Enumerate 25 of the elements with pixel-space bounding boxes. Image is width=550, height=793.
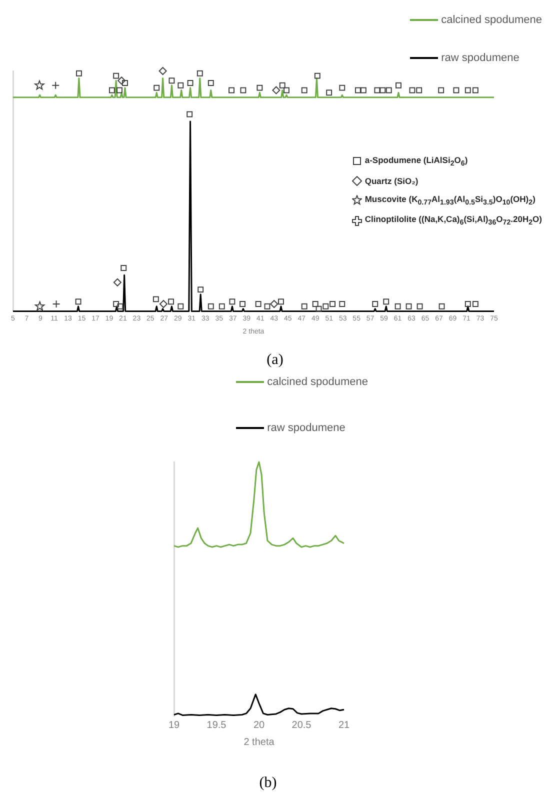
x-tick-label: 21: [338, 720, 350, 731]
legend-label: calcined spodumene: [267, 376, 368, 388]
text: Muscovite (K$_{0.77}$Al$_{1.93}$(Al$_{0.5}$Si$_{3.5}$)O$_{10}$(OH)$_{2}$): [364, 194, 536, 206]
x-tick-label: 19: [168, 720, 180, 731]
point: [52, 81, 60, 90]
point: [118, 76, 126, 85]
point: [34, 80, 44, 90]
point: [272, 86, 280, 94]
point: [113, 278, 122, 286]
legend-label: calcined spodumene: [441, 14, 542, 26]
point: [270, 300, 278, 308]
point: [34, 301, 45, 311]
x-tick-label: 20: [253, 720, 265, 731]
legend-label: raw spodumene: [267, 422, 346, 434]
legend-label: a-Spodumene (LiAlSi$_{2}$O$_{6}$): [364, 155, 468, 168]
text: (a): [266, 352, 284, 369]
point: [159, 300, 168, 308]
legend-label: raw spodumene: [441, 52, 520, 64]
x-tick-label: 20.5: [292, 720, 312, 731]
x-axis-title: 2 theta: [244, 736, 275, 748]
x-tick-label: 19.5: [206, 720, 227, 731]
point: [158, 67, 167, 75]
text: Clinoptilolite ((Na,K,Ca)$_{6}$(Si,Al)$_{36}$O$_{72}$.20H$_{2}$O): [364, 214, 542, 228]
text: (b): [258, 775, 278, 792]
legend-label: Quartz (SiO₂): [364, 176, 418, 186]
